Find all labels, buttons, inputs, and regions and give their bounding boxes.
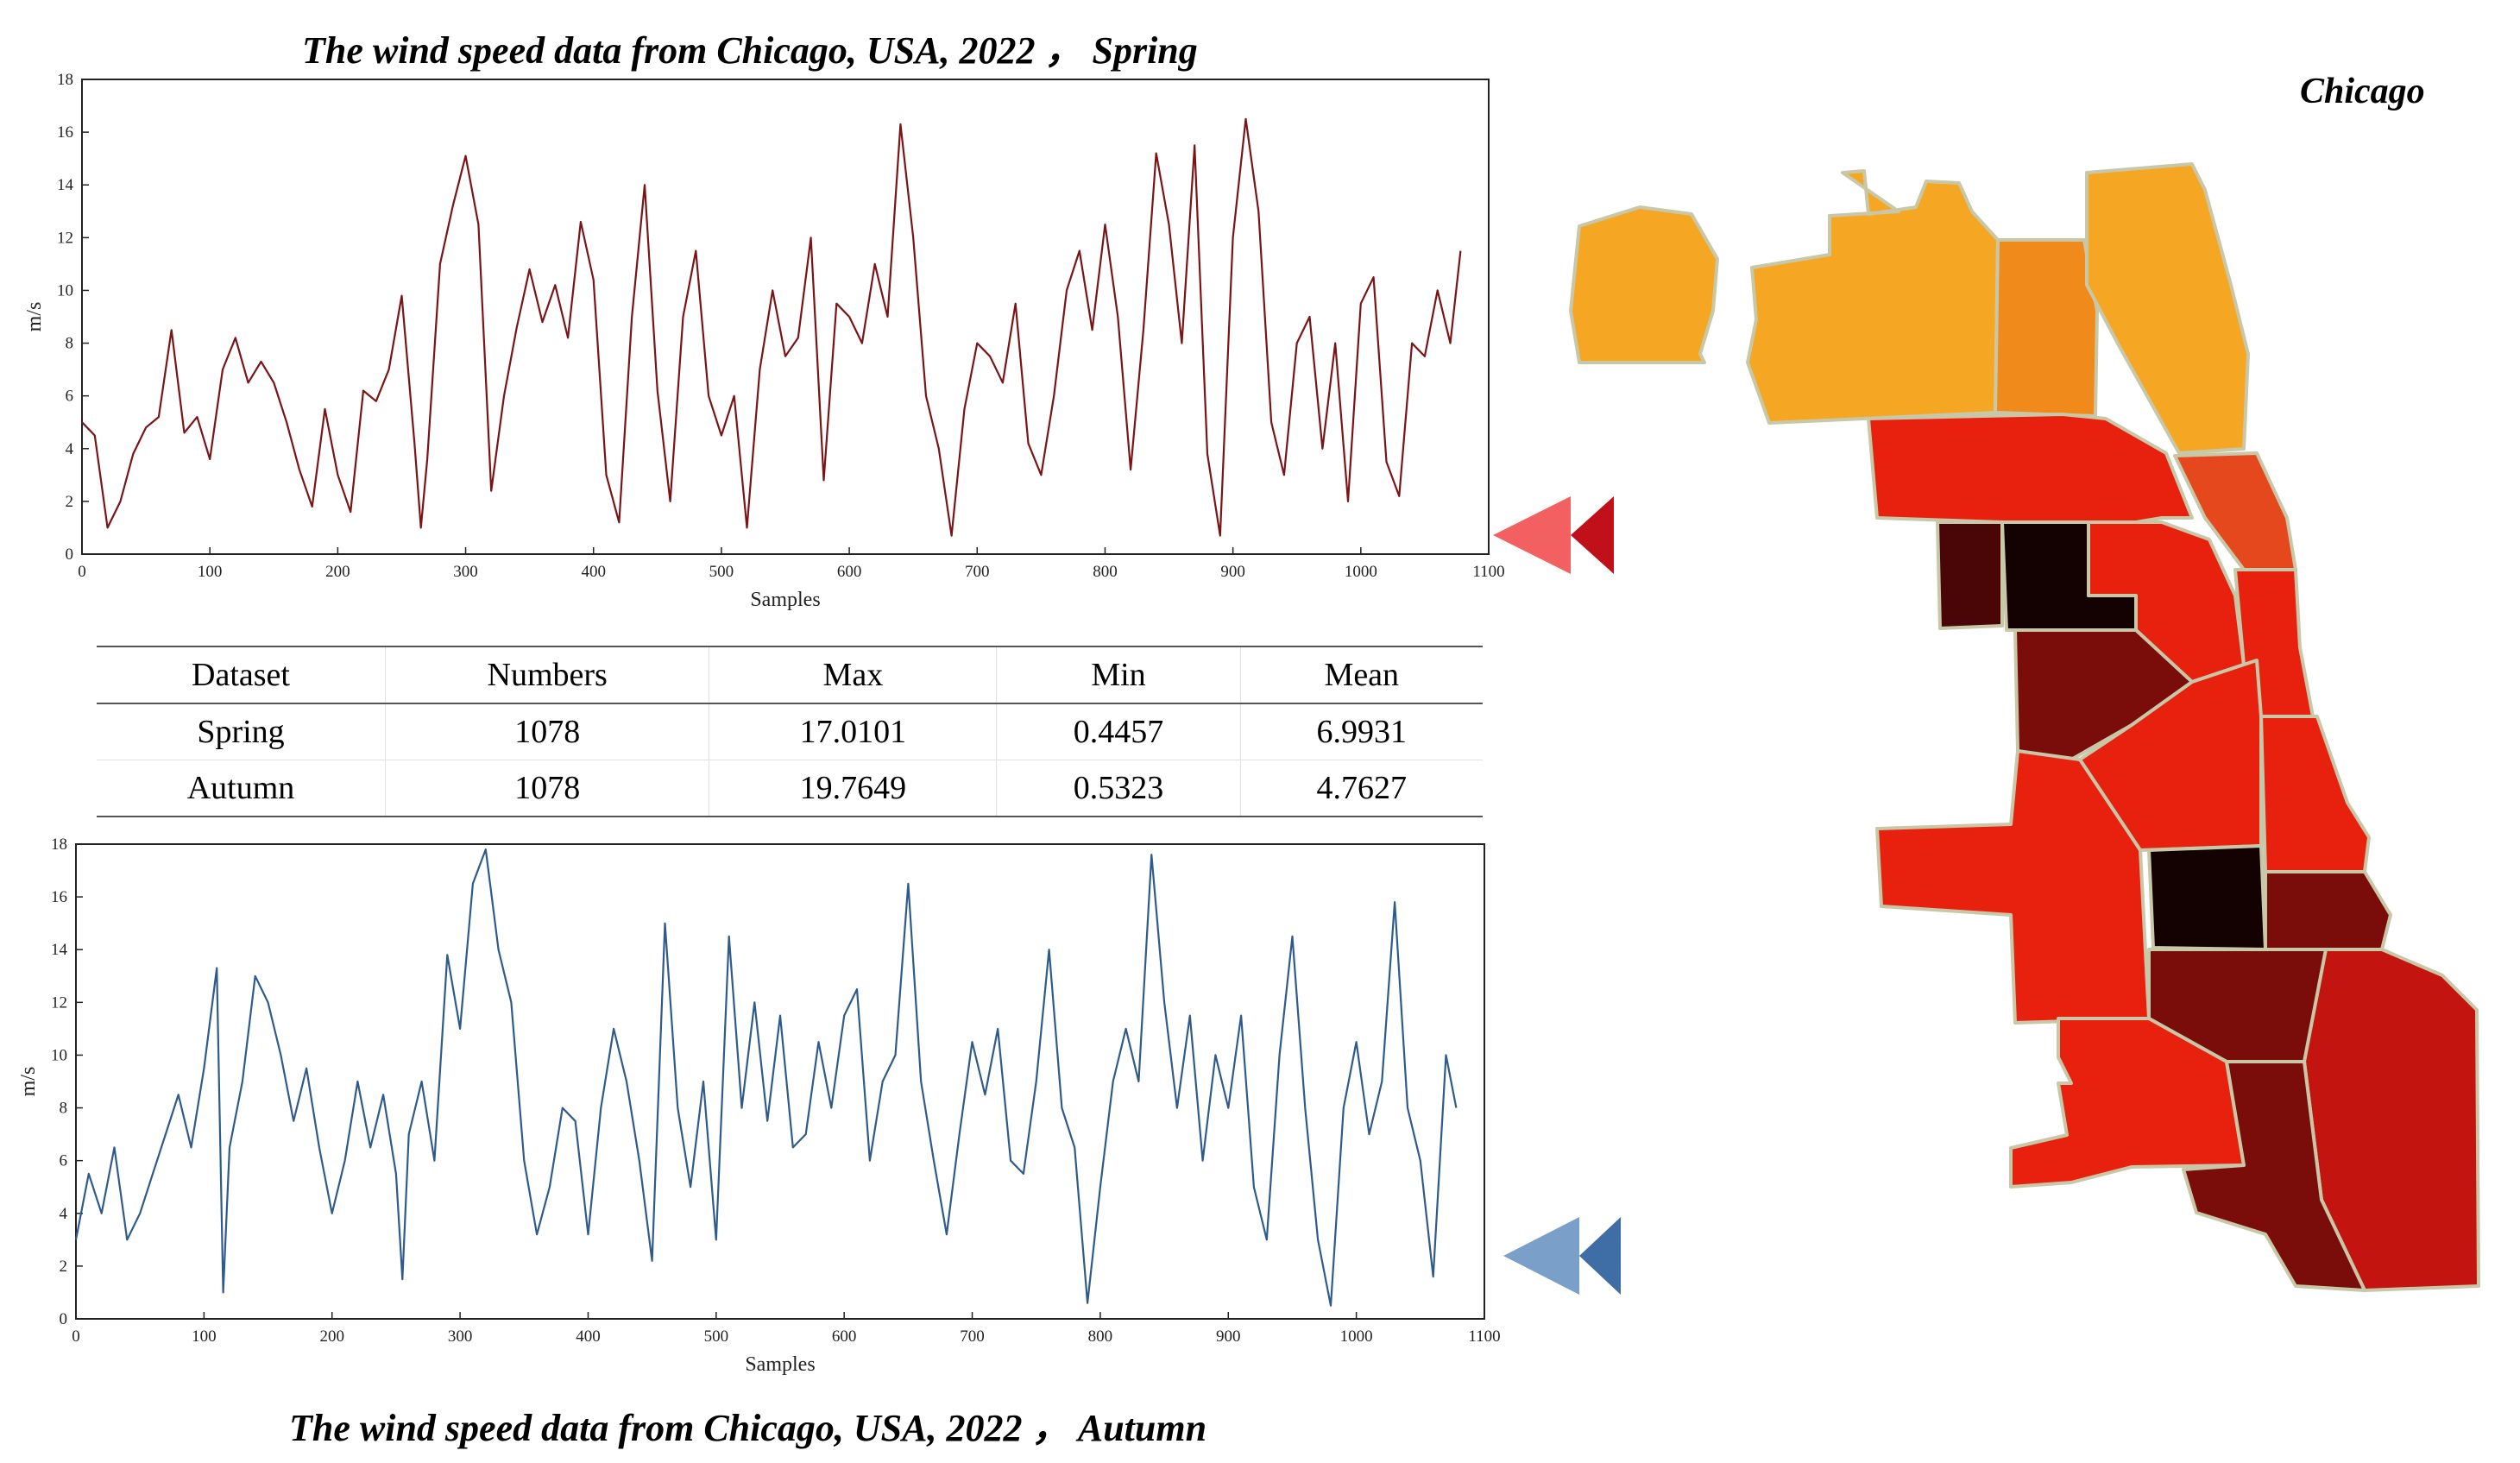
table-cell: 4.7627	[1316, 770, 1408, 806]
wind-stats-table: Dataset Numbers Max Min Mean Spring 1078…	[97, 646, 1483, 817]
table-header: Dataset	[97, 646, 387, 703]
spring-chart-title: The wind speed data from Chicago, USA, 2…	[302, 29, 1198, 72]
x-tick-label: 100	[192, 1327, 217, 1346]
table-header: Min	[996, 646, 1241, 703]
y-tick-label: 8	[60, 1100, 68, 1118]
x-tick-label: 400	[581, 563, 606, 581]
map-region-south-central	[2078, 659, 2263, 852]
table-cell: 19.7649	[709, 760, 998, 817]
map-region-southeast	[2303, 948, 2480, 1292]
x-tick-label: 1000	[1340, 1327, 1373, 1346]
y-tick-label: 10	[57, 281, 73, 300]
x-tick-label: 700	[965, 563, 990, 581]
map-region-loop	[2233, 568, 2315, 718]
table-cell: 1078	[385, 760, 710, 817]
table-cell: 1078	[385, 703, 710, 760]
autumn-wind-chart: 0 100 200 300 400 500 600 700 800 900 1000 1100 0 2 4 6…	[17, 836, 1501, 1376]
y-tick-label: 12	[57, 229, 73, 247]
table-cell: 0.5323	[996, 760, 1241, 817]
map-region-northwest	[1746, 169, 2000, 425]
table-cell: 0.4457	[996, 703, 1241, 760]
x-tick-label: 800	[1088, 1327, 1113, 1346]
x-tick-label: 200	[319, 1327, 344, 1346]
y-tick-label: 4	[60, 1205, 68, 1223]
map-region-west-north	[1867, 413, 2194, 524]
x-tick-label: 700	[960, 1327, 985, 1346]
map-region-lakeview	[2173, 451, 2297, 571]
y-tick-label: 2	[60, 1258, 68, 1276]
y-tick-label: 10	[51, 1046, 67, 1064]
x-tick-label: 200	[325, 563, 350, 581]
x-axis-label: Samples	[745, 1353, 815, 1376]
map-region-far-south-west	[2009, 1017, 2246, 1189]
map-region-central-west	[2087, 520, 2246, 684]
spring-pointer-dark	[1571, 496, 1614, 574]
table-header: Mean	[1324, 657, 1400, 693]
x-tick-label: 1100	[1468, 1327, 1500, 1346]
map-region-south-lake	[2259, 715, 2371, 873]
autumn-chart-title: The wind speed data from Chicago, USA, 2…	[289, 1407, 1207, 1449]
y-tick-label: 8	[66, 335, 74, 353]
map-region-south-3	[2147, 948, 2328, 1063]
y-tick-label: 12	[51, 993, 67, 1012]
y-tick-label: 6	[66, 388, 74, 406]
y-tick-label: 18	[51, 836, 67, 854]
table-cell: 17.0101	[709, 703, 998, 760]
table-header-row: Dataset Numbers Max Min Mean	[97, 646, 1483, 703]
map-region-far-south	[2182, 1060, 2366, 1292]
y-tick-label: 6	[60, 1152, 68, 1170]
map-title: Chicago	[2300, 72, 2425, 111]
series-line	[81, 117, 1462, 537]
y-tick-label: 0	[60, 1310, 68, 1328]
y-axis-label: m/s	[17, 1067, 40, 1097]
map-region-southwest-1	[2013, 628, 2194, 761]
y-tick-label: 16	[51, 888, 67, 906]
x-tick-label: 600	[832, 1327, 857, 1346]
map-region-northeast	[2085, 162, 2250, 455]
map-region-westside-1	[1936, 520, 2004, 630]
y-axis-label: m/s	[23, 302, 46, 332]
x-tick-label: 300	[448, 1327, 473, 1346]
table-header: Max	[709, 646, 998, 703]
plot-frame	[81, 79, 1490, 555]
x-tick-label: 500	[709, 563, 734, 581]
x-tick-label: 800	[1093, 563, 1118, 581]
x-tick-label: 500	[704, 1327, 729, 1346]
x-tick-label: 600	[837, 563, 862, 581]
spring-wind-chart: 0 100 200 300 400 500 600 700 800 900 1000 11000246…	[23, 71, 1505, 611]
y-tick-label: 14	[51, 941, 68, 959]
table-row: Autumn 1078 19.7649 0.5323 4.7627	[97, 760, 1483, 817]
y-tick-label: 16	[57, 123, 73, 142]
table-cell: 6.9931	[1316, 714, 1408, 750]
y-tick-label: 0	[66, 545, 74, 564]
map-region-westside-2	[2000, 520, 2138, 632]
series-line	[74, 848, 1458, 1307]
y-tick-label: 18	[57, 71, 73, 89]
x-tick-label: 0	[78, 563, 86, 581]
map-region-southwest-2	[1875, 749, 2151, 1025]
map-region-north	[1994, 238, 2099, 418]
x-tick-label: 400	[576, 1327, 601, 1346]
x-tick-label: 900	[1220, 563, 1245, 581]
x-tick-label: 100	[198, 563, 223, 581]
y-tick-label: 14	[57, 176, 74, 194]
x-tick-label: 0	[72, 1327, 80, 1346]
autumn-pointer-dark	[1579, 1217, 1621, 1295]
x-tick-label: 1000	[1345, 563, 1377, 581]
plot-frame	[75, 843, 1485, 1320]
x-tick-label: 300	[453, 563, 478, 581]
map-region-south-2	[2264, 870, 2392, 951]
table-header: Numbers	[385, 646, 710, 703]
map-region-ohare	[1569, 205, 1719, 364]
y-tick-label: 4	[66, 440, 74, 458]
x-axis-label: Samples	[750, 589, 820, 611]
table-row: Spring 1078 17.0101 0.4457 6.9931	[97, 703, 1483, 760]
map-region-south-1	[2147, 844, 2267, 951]
y-tick-label: 2	[66, 493, 74, 511]
x-tick-label: 900	[1216, 1327, 1241, 1346]
table-cell: Autumn	[97, 760, 387, 817]
table-cell: Spring	[97, 703, 387, 760]
